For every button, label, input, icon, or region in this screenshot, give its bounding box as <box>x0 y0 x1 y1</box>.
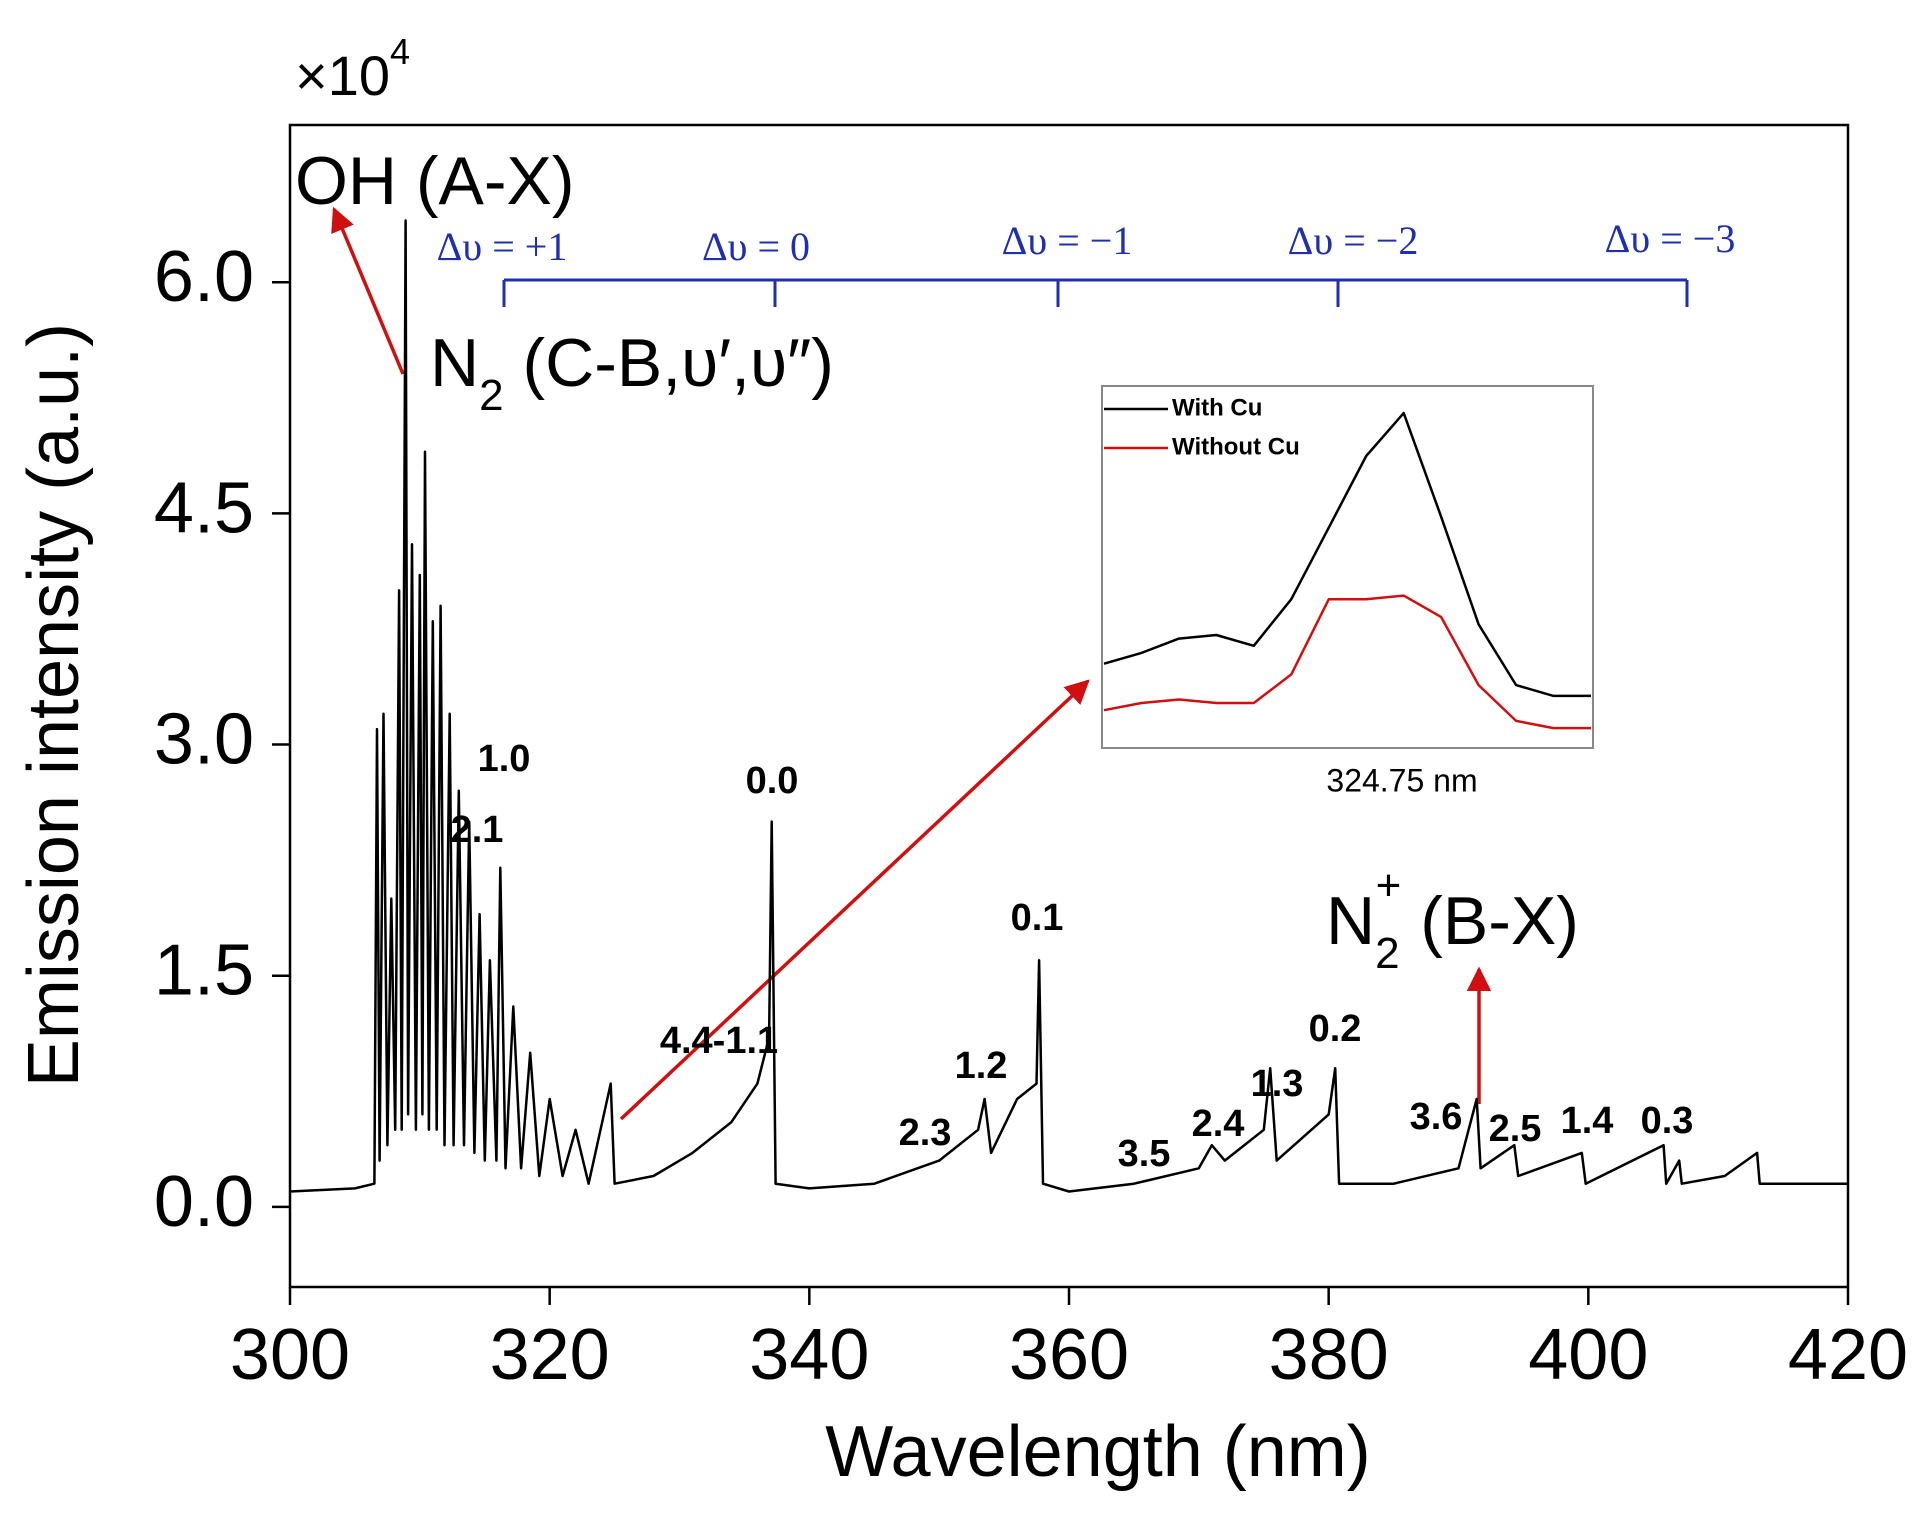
x-axis-title: Wavelength (nm) <box>825 1412 1371 1492</box>
label-rest: (C-B,υ′,υ″) <box>504 325 834 401</box>
band-label: 0.1 <box>1011 897 1064 939</box>
x-tick-label: 300 <box>230 1315 350 1395</box>
data-line <box>289 219 1848 1193</box>
x-tick-label: 340 <box>749 1315 869 1395</box>
y-tick-label: 3.0 <box>154 700 254 780</box>
band-label: 2.1 <box>451 809 504 851</box>
delta-label: Δυ = +1 <box>437 224 568 269</box>
band-label: 3.5 <box>1118 1133 1171 1175</box>
band-label: 1.2 <box>955 1045 1008 1087</box>
x-tick-label: 400 <box>1528 1315 1648 1395</box>
y-axis-title: Emission intensity (a.u.) <box>14 323 94 1087</box>
band-label: 0.0 <box>746 760 799 802</box>
band-label: 2.3 <box>899 1112 952 1154</box>
label-sub: 2 <box>479 371 503 420</box>
delta-label: Δυ = −3 <box>1605 216 1736 261</box>
legend-label: With Cu <box>1172 394 1262 421</box>
y-tick-label: 0.0 <box>154 1162 254 1242</box>
data-line <box>1103 594 1591 730</box>
band-label: 2.4 <box>1192 1103 1245 1145</box>
band-label: 0.2 <box>1309 1008 1362 1050</box>
label-main: N <box>1326 883 1375 959</box>
x-tick-label: 420 <box>1788 1315 1908 1395</box>
molecule-label: N2 (C-B,υ′,υ″) <box>430 325 834 420</box>
band-label: 1.4 <box>1561 1100 1614 1142</box>
molecule-label: N2 + (B-X) <box>1326 861 1579 978</box>
delta-bracket <box>502 278 1689 307</box>
x-tick-label: 360 <box>1009 1315 1129 1395</box>
data-line <box>1103 411 1591 698</box>
y-tick-label: 4.5 <box>154 468 254 548</box>
band-label: 1.0 <box>478 738 531 780</box>
delta-label: Δυ = 0 <box>702 224 810 269</box>
band-label: 3.6 <box>1410 1096 1463 1138</box>
plot-frame <box>288 123 1850 1289</box>
inset-x-label: 324.75 nm <box>1326 762 1477 798</box>
band-label: 0.3 <box>1641 1100 1694 1142</box>
multiplier-base: ×10 <box>295 44 390 107</box>
inset-frame <box>1101 385 1594 749</box>
band-label: 4.4-1.1 <box>660 1020 778 1062</box>
label-sup: + <box>1376 861 1402 910</box>
y-tick-label: 6.0 <box>154 237 254 317</box>
delta-label: Δυ = −1 <box>1002 218 1133 263</box>
band-label: 2.5 <box>1489 1108 1542 1150</box>
arrows <box>331 206 1492 1121</box>
label-sub: 2 <box>1375 929 1399 978</box>
annotation: OH (A-X) <box>295 143 575 219</box>
multiplier-exp: 4 <box>390 31 410 72</box>
delta-label: Δυ = −2 <box>1288 218 1419 263</box>
label-main: N <box>430 325 479 401</box>
y-tick-label: 1.5 <box>154 931 254 1011</box>
x-tick-label: 380 <box>1269 1315 1389 1395</box>
legend-label: Without Cu <box>1172 433 1300 460</box>
band-label: 1.3 <box>1251 1063 1304 1105</box>
label-rest: (B-X) <box>1401 883 1579 959</box>
x-tick-label: 320 <box>490 1315 610 1395</box>
y-multiplier: ×104 <box>295 31 410 107</box>
